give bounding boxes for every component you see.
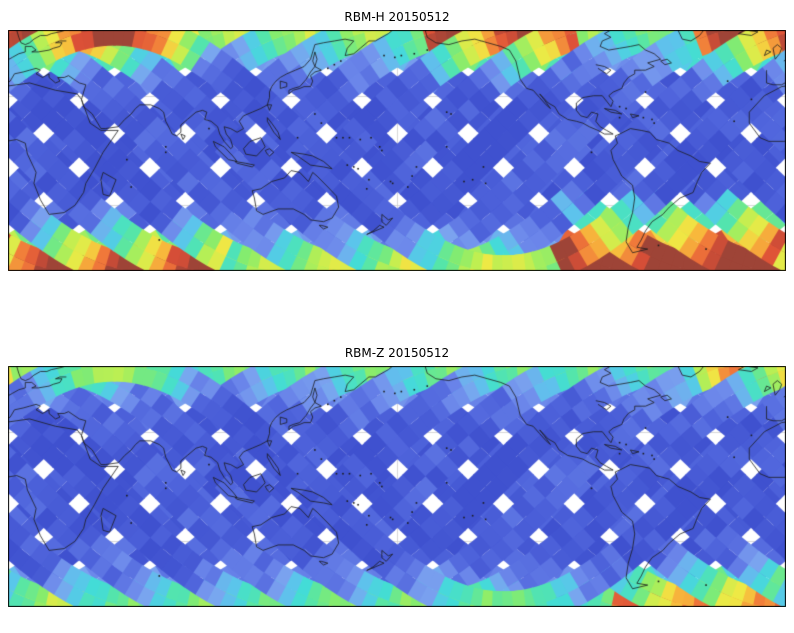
panel-rbm-h: RBM-H 20150512	[0, 10, 794, 271]
panel-title-rbm-z: RBM-Z 20150512	[344, 346, 450, 360]
map-canvas-rbm-h	[8, 30, 786, 271]
figure: RBM-H 20150512 RBM-Z 20150512	[0, 10, 794, 607]
panel-title-rbm-h: RBM-H 20150512	[344, 10, 450, 24]
panel-rbm-z: RBM-Z 20150512	[0, 346, 794, 607]
map-canvas-rbm-z	[8, 366, 786, 607]
